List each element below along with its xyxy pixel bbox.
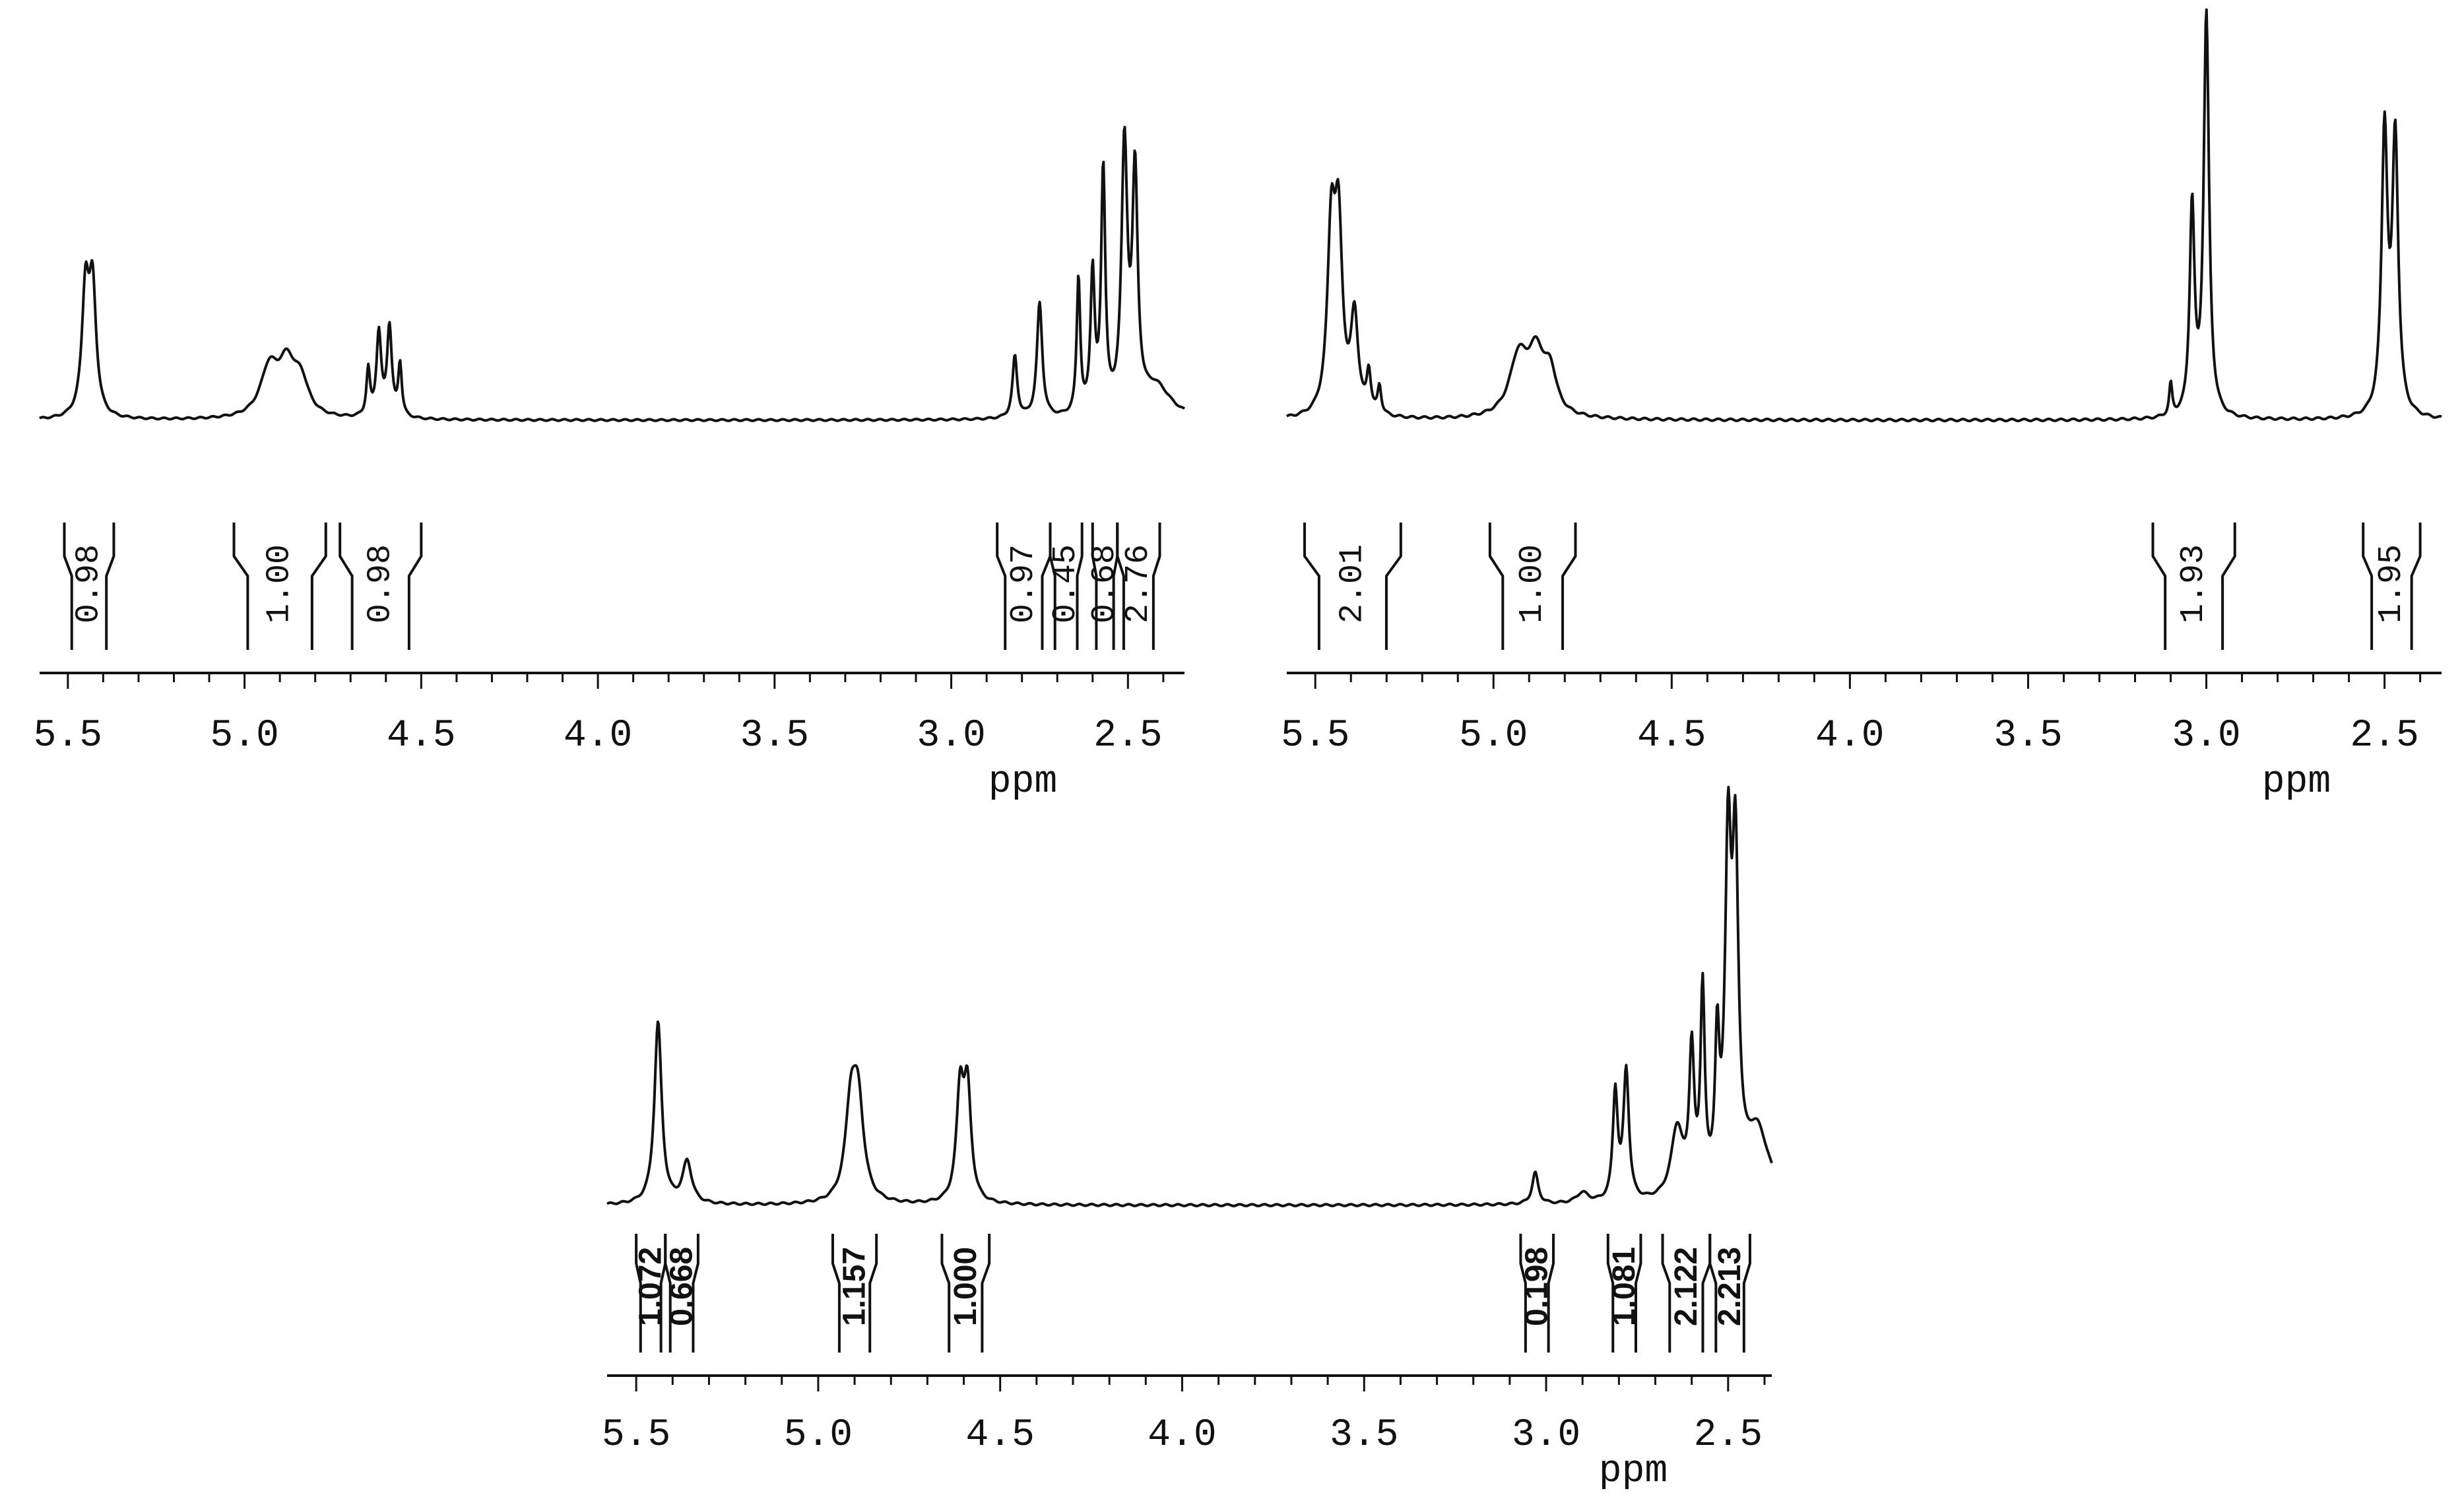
spectrum-trace (1285, 8, 2442, 423)
integral-value-label: 1.95 (2373, 544, 2411, 623)
x-tick-label: 2.5 (2350, 715, 2418, 757)
integral-value-label: 1.00 (1514, 544, 1551, 623)
integral-bracket (664, 1234, 699, 1353)
x-tick-label: 3.0 (917, 715, 985, 757)
integral-value-label: 1.00 (261, 544, 299, 623)
integral-value-label: 2.122 (1669, 1247, 1704, 1326)
x-tick-label: 4.0 (564, 715, 632, 757)
integral-bracket (1708, 1234, 1751, 1353)
x-tick-label: 3.0 (2172, 715, 2240, 757)
x-tick-label: 4.5 (1637, 715, 1706, 757)
x-axis-title: ppm (1599, 1450, 1668, 1493)
spectrum-panel-top-right: 5.5 5.0 4.5 4.0 3.5 3.0 2.5 ppm 2.01 1.00 1.93 1.95 (1281, 8, 2442, 804)
integral-value-label: 0.198 (1520, 1247, 1555, 1326)
integral-value-label: 0.98 (70, 544, 108, 623)
x-tick-label: 4.0 (1815, 715, 1884, 757)
integral-value-label: 2.76 (1120, 544, 1157, 623)
x-tick-label: 2.5 (1093, 715, 1162, 757)
integral-bracket (2362, 523, 2422, 650)
integral-bracket (1303, 523, 1402, 650)
integral-bracket (1116, 523, 1161, 650)
integral-bracket (940, 1234, 991, 1353)
integral-value-label: 1.072 (633, 1247, 668, 1326)
x-tick-label: 2.5 (1694, 1414, 1763, 1457)
integral-bracket (1488, 523, 1577, 650)
x-tick-label: 4.0 (1148, 1414, 1216, 1457)
x-tick-label: 5.5 (34, 715, 102, 757)
integral-value-label: 0.45 (1047, 544, 1085, 623)
integral-bracket (63, 523, 115, 650)
x-tick-label: 5.0 (784, 1414, 853, 1457)
integral-value-label: 2.213 (1712, 1247, 1747, 1326)
integral-value-label: 1.000 (948, 1247, 983, 1326)
integral-value-label: 1.93 (2175, 544, 2213, 623)
x-tick-label: 3.5 (740, 715, 809, 757)
x-tick-label: 5.5 (1281, 715, 1349, 757)
integral-bracket (232, 523, 327, 650)
integral-bracket (1606, 1234, 1642, 1353)
integral-value-label: 1.081 (1607, 1247, 1642, 1326)
integral-bracket (1049, 523, 1084, 650)
spectrum-trace (606, 786, 1773, 1207)
x-tick-label: 3.5 (1330, 1414, 1398, 1457)
integral-value-label: 2.01 (1334, 544, 1371, 623)
integral-bracket (339, 523, 423, 650)
x-tick-label: 4.5 (965, 1414, 1034, 1457)
x-tick-label: 5.0 (1459, 715, 1528, 757)
x-axis-title: ppm (989, 761, 1057, 804)
integral-bracket (831, 1234, 878, 1353)
x-tick-label: 3.5 (1994, 715, 2062, 757)
integral-value-label: 0.98 (362, 544, 399, 623)
spectrum-trace (39, 125, 1186, 422)
x-tick-label: 5.5 (602, 1414, 670, 1457)
integral-bracket (1519, 1234, 1555, 1353)
x-axis-title: ppm (2262, 761, 2331, 804)
integral-value-label: 1.157 (837, 1247, 872, 1326)
x-tick-label: 4.5 (387, 715, 455, 757)
spectrum-panel-top-left: 5.5 5.0 4.5 4.0 3.5 3.0 2.5 ppm 0.98 1.00 0.98 0.97… (34, 125, 1186, 804)
x-tick-label: 5.0 (210, 715, 278, 757)
integral-value-label: 0.97 (1005, 544, 1043, 623)
x-tick-label: 3.0 (1512, 1414, 1580, 1457)
integral-bracket (2151, 523, 2236, 650)
integral-value-label: 0.668 (665, 1247, 699, 1326)
